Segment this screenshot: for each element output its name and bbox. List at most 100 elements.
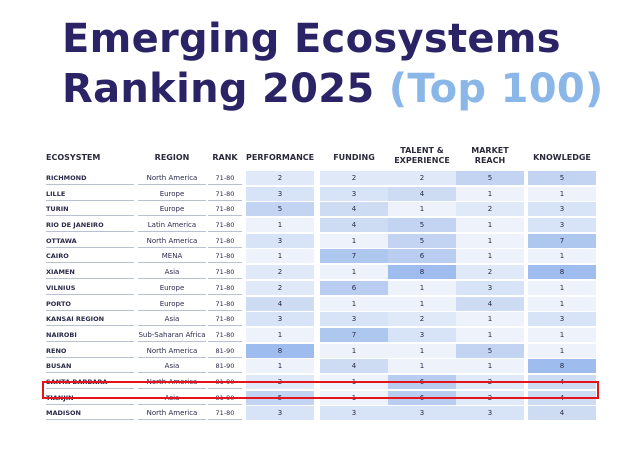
header-ecosystem: ECOSYSTEM [46,153,101,162]
header-performance: PERFORMANCE [246,153,315,162]
highlight-box [42,381,599,399]
header-knowledge: KNOWLEDGE [533,153,591,162]
ecosystem-cell: CAIRO [46,249,134,264]
region-cell: MENA [138,249,206,264]
market-score: 1 [456,186,524,201]
title-line-2: Ranking 2025 (Top 100) [62,64,622,114]
table-header: ECOSYSTEM REGION RANK PERFORMANCE FUNDIN… [44,146,600,170]
region-cell: Europe [138,202,206,217]
market-score: 1 [456,233,524,248]
performance-score: 1 [246,249,314,264]
knowledge-score: 1 [528,249,596,264]
talent-score: 1 [388,296,456,311]
performance-score: 1 [246,359,314,374]
performance-score: 8 [246,343,314,358]
talent-score: 2 [388,312,456,327]
performance-score: 5 [246,202,314,217]
performance-score: 2 [246,280,314,295]
market-score: 2 [456,265,524,280]
talent-score: 8 [388,265,456,280]
header-region: REGION [154,153,190,162]
funding-score: 7 [320,249,388,264]
rank-cell: 71-80 [208,249,242,264]
performance-score: 3 [246,406,314,421]
market-score: 1 [456,327,524,342]
knowledge-score: 8 [528,359,596,374]
knowledge-score: 5 [528,171,596,185]
talent-score: 1 [388,202,456,217]
performance-score: 3 [246,233,314,248]
funding-score: 6 [320,280,388,295]
rank-cell: 71-80 [208,234,242,248]
header-rank: RANK [212,153,238,162]
ecosystem-cell: RIO DE JANEIRO [46,218,134,233]
region-cell: Latin America [138,218,206,233]
market-score: 1 [456,218,524,233]
knowledge-score: 1 [528,327,596,342]
talent-score: 1 [388,343,456,358]
talent-score: 3 [388,327,456,342]
talent-score: 3 [388,406,456,421]
performance-score: 3 [246,186,314,201]
header-market: MARKET REACH [471,146,509,165]
funding-score: 4 [320,359,388,374]
ecosystem-cell: PORTO [46,297,134,311]
table-row: OTTAWA North America 71-80 3 1 5 1 7 [44,233,600,249]
region-cell: Europe [138,187,206,201]
ecosystem-cell: RICHMOND [46,171,134,185]
rank-cell: 71-80 [208,265,242,280]
region-cell: Asia [138,359,206,374]
market-score: 3 [456,406,524,421]
market-score: 1 [456,359,524,374]
region-cell: Sub-Saharan Africa [138,328,206,342]
ranking-table: ECOSYSTEM REGION RANK PERFORMANCE FUNDIN… [44,146,600,421]
ecosystem-cell: VILNIUS [46,281,134,295]
title-line-1: Emerging Ecosystems [62,16,561,62]
performance-score: 1 [246,218,314,233]
funding-score: 4 [320,218,388,233]
rank-cell: 71-80 [208,328,242,342]
talent-score: 2 [388,171,456,185]
market-score: 5 [456,171,524,185]
rank-cell: 71-80 [208,171,242,185]
knowledge-score: 3 [528,312,596,327]
table-row: MADISON North America 71-80 3 3 3 3 4 [44,405,600,421]
ecosystem-cell: BUSAN [46,359,134,374]
knowledge-score: 1 [528,296,596,311]
region-cell: Europe [138,297,206,311]
funding-score: 1 [320,296,388,311]
ecosystem-cell: NAIROBI [46,328,134,342]
region-cell: North America [138,234,206,248]
market-score: 1 [456,249,524,264]
rank-cell: 71-80 [208,297,242,311]
performance-score: 2 [246,265,314,280]
rank-cell: 81-90 [208,359,242,374]
table-row: TURIN Europe 71-80 5 4 1 2 3 [44,201,600,217]
rank-cell: 71-80 [208,202,242,217]
funding-score: 1 [320,265,388,280]
market-score: 2 [456,202,524,217]
ecosystem-cell: RENO [46,344,134,358]
table-row: NAIROBI Sub-Saharan Africa 71-80 1 7 3 1 1 [44,327,600,343]
funding-score: 3 [320,406,388,421]
knowledge-score: 8 [528,265,596,280]
talent-score: 5 [388,218,456,233]
table-row: RIO DE JANEIRO Latin America 71-80 1 4 5 1 3 [44,217,600,233]
rank-cell: 81-90 [208,344,242,358]
funding-score: 3 [320,312,388,327]
ecosystem-cell: MADISON [46,406,134,421]
table-row: CAIRO MENA 71-80 1 7 6 1 1 [44,248,600,264]
table-row: PORTO Europe 71-80 4 1 1 4 1 [44,296,600,312]
rank-cell: 71-80 [208,218,242,233]
header-talent: TALENT & EXPERIENCE [394,146,450,165]
funding-score: 3 [320,186,388,201]
rank-cell: 71-80 [208,406,242,421]
knowledge-score: 3 [528,218,596,233]
funding-score: 4 [320,202,388,217]
rank-cell: 71-80 [208,312,242,327]
funding-score: 1 [320,343,388,358]
table-row: VILNIUS Europe 71-80 2 6 1 3 1 [44,280,600,296]
funding-score: 2 [320,171,388,185]
rank-cell: 71-80 [208,281,242,295]
market-score: 4 [456,296,524,311]
